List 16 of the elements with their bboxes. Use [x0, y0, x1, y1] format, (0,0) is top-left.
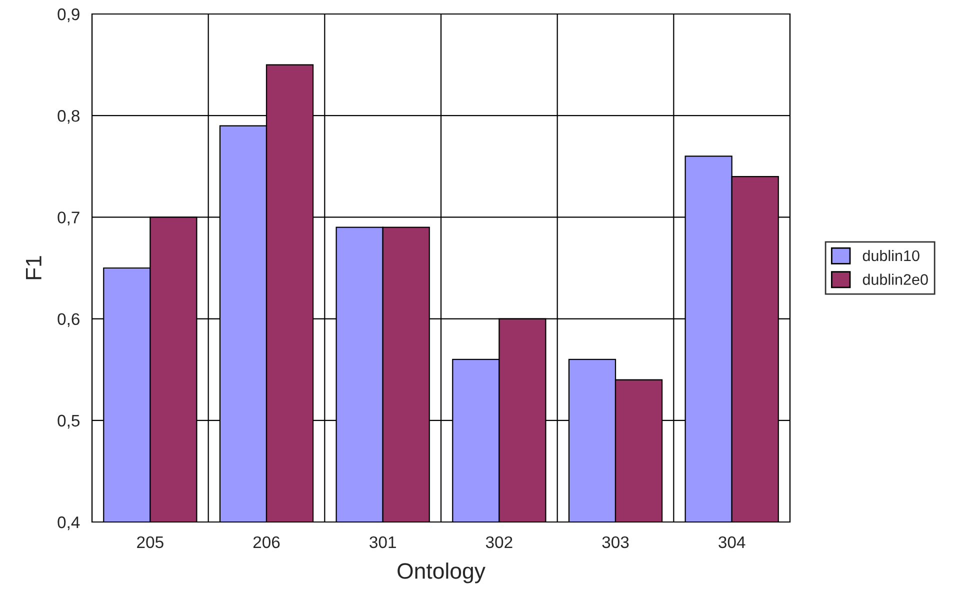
legend-label: dublin10	[862, 250, 920, 262]
y-tick-label: 0,4	[58, 516, 80, 530]
x-tick-label: 206	[253, 536, 280, 548]
y-tick-label: 0,5	[58, 414, 80, 429]
x-tick-label: 304	[718, 536, 746, 548]
y-tick-label: 0,8	[58, 110, 80, 124]
y-tick-label: 0,9	[58, 8, 80, 22]
x-tick-label: 302	[486, 536, 512, 548]
y-tick-label: 0,6	[58, 313, 80, 327]
y-axis-title: F1	[26, 256, 42, 280]
y-tick-label: 0,7	[58, 212, 80, 226]
x-tick-label: 301	[370, 536, 396, 548]
legend-label: dublin2e0	[862, 274, 928, 285]
x-tick-label: 303	[602, 536, 629, 548]
x-tick-label: 205	[137, 536, 164, 548]
x-axis-title: Ontology	[398, 562, 486, 584]
